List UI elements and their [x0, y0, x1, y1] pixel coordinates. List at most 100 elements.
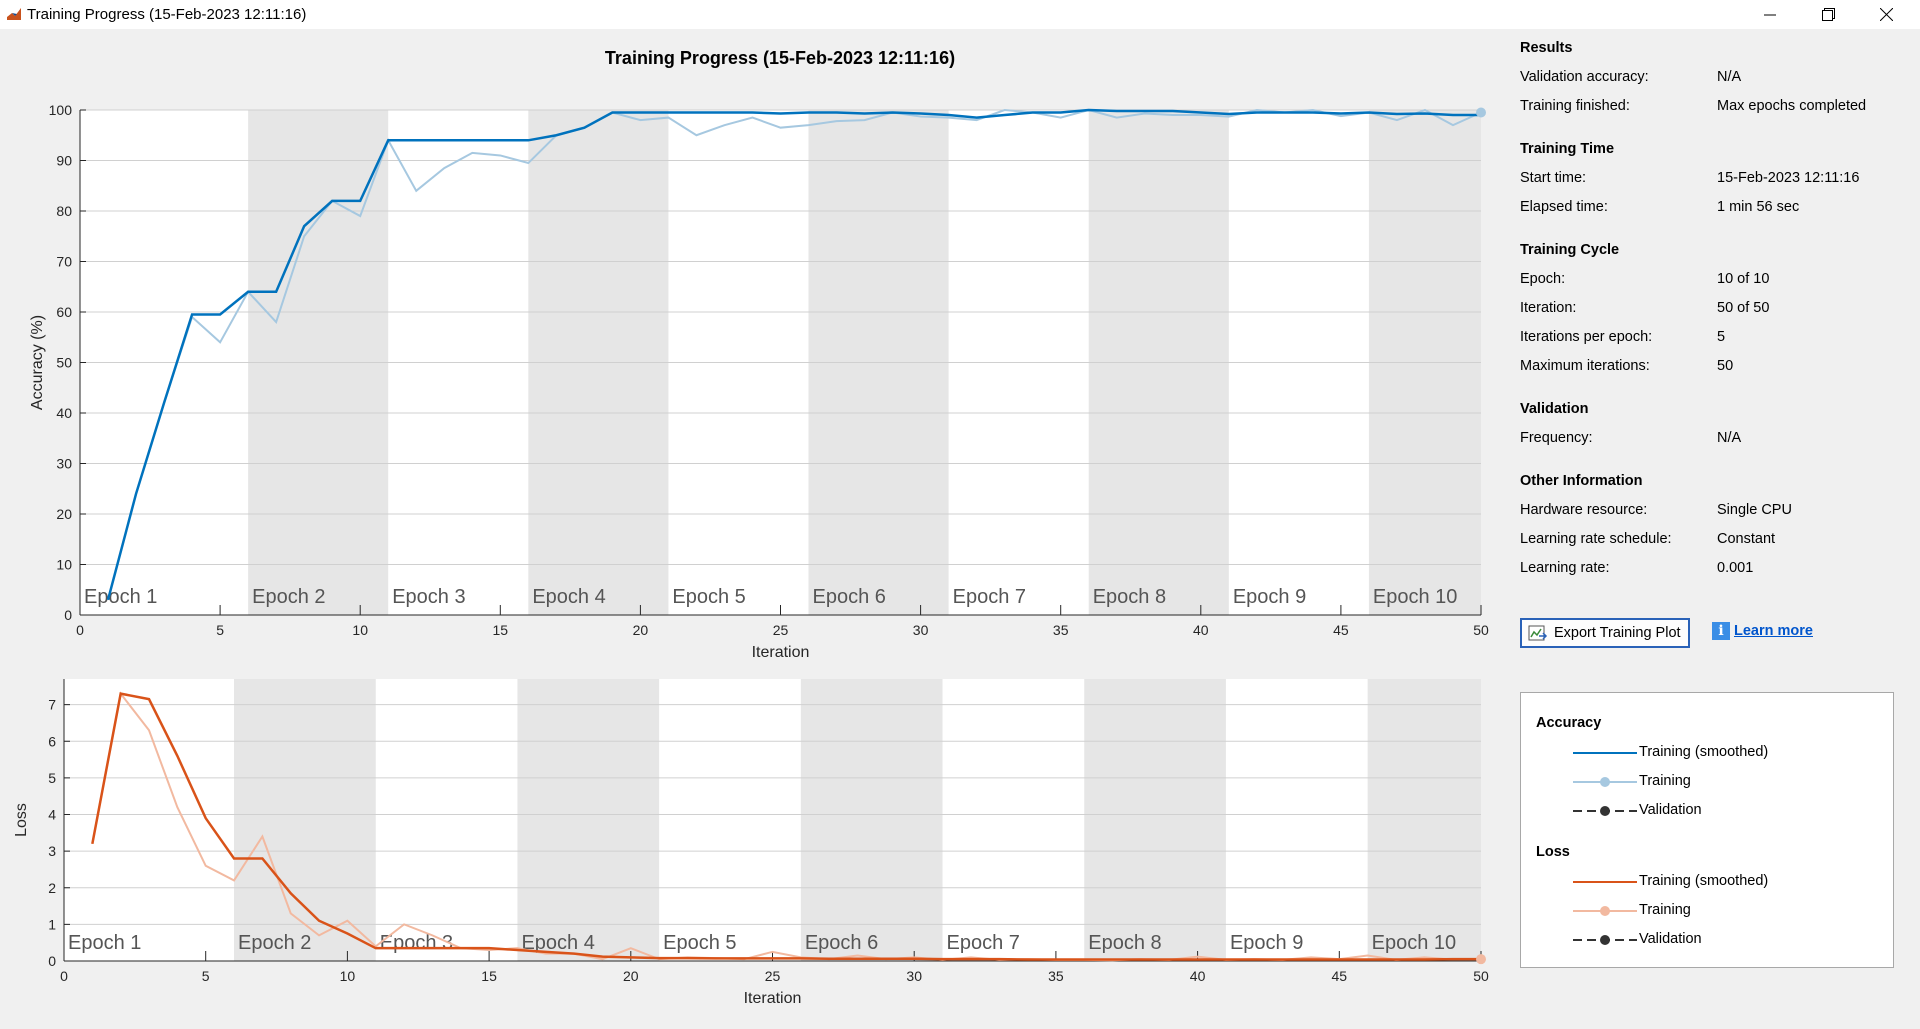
- learn-more-link[interactable]: Learn more: [1734, 623, 1813, 639]
- loss-x-tick-label: 45: [1332, 968, 1348, 984]
- frequency-value: N/A: [1717, 430, 1742, 446]
- elapsed-time-label: Elapsed time:: [1520, 199, 1608, 215]
- loss-epoch-label: Epoch 1: [68, 932, 141, 954]
- window-title: Training Progress (15-Feb-2023 12:11:16): [27, 6, 307, 23]
- accuracy-x-tick-label: 50: [1473, 622, 1489, 638]
- accuracy-training-smoothed-line: [106, 108, 1481, 601]
- accuracy-epoch-label: Epoch 8: [1093, 586, 1166, 608]
- loss-epoch-shade: [234, 679, 376, 961]
- accuracy-y-tick-label: 0: [64, 607, 72, 623]
- close-icon: [1879, 8, 1893, 21]
- plot-title: Training Progress (15-Feb-2023 12:11:16): [604, 48, 956, 68]
- minimize-button[interactable]: [1741, 0, 1799, 29]
- loss-x-tick-label: 25: [765, 968, 781, 984]
- loss-epoch-shade: [800, 679, 943, 961]
- accuracy-epoch-label: Epoch 3: [392, 586, 465, 608]
- accuracy-epoch-label: Epoch 9: [1233, 586, 1306, 608]
- accuracy-y-tick-label: 90: [56, 153, 72, 169]
- window-titlebar: Training Progress (15-Feb-2023 12:11:16): [0, 0, 1920, 29]
- accuracy-x-tick-label: 40: [1193, 622, 1209, 638]
- start-time-label: Start time:: [1520, 170, 1587, 186]
- accuracy-x-tick-label: 0: [76, 622, 84, 638]
- accuracy-y-tick-label: 60: [56, 304, 72, 320]
- results-title: Results: [1520, 40, 1573, 56]
- accuracy-x-tick-label: 25: [773, 622, 789, 638]
- loss-epoch-label: Epoch 8: [1088, 932, 1161, 954]
- minimize-icon: [1764, 14, 1776, 15]
- accuracy-x-tick-label: 20: [633, 622, 649, 638]
- epoch-value: 10 of 10: [1717, 271, 1770, 287]
- loss-chart: 0 5 10 15 20 25 30 35 40 45 5001234567IterationLos…: [13, 679, 1489, 1007]
- accuracy-epoch-label: Epoch 10: [1373, 586, 1458, 608]
- export-plot-icon: [1528, 625, 1548, 641]
- accuracy-epoch-label: Epoch 6: [813, 586, 886, 608]
- accuracy-epoch-label: Epoch 1: [84, 586, 157, 608]
- legend-loss-validation-label: Validation: [1639, 931, 1702, 947]
- maximum-iterations-value: 50: [1717, 358, 1734, 374]
- accuracy-x-tick-label: 35: [1053, 622, 1069, 638]
- accuracy-y-tick-label: 70: [56, 254, 72, 270]
- accuracy-y-tick-label: 40: [56, 405, 72, 421]
- accuracy-x-tick-label: 10: [352, 622, 368, 638]
- matlab-app-icon: [6, 6, 22, 22]
- legend-acc-training-label: Training: [1639, 773, 1691, 789]
- loss-x-tick-label: 10: [340, 968, 356, 984]
- iteration-label: Iteration:: [1520, 300, 1577, 316]
- loss-x-tick-label: 0: [60, 968, 68, 984]
- loss-x-tick-label: 15: [481, 968, 497, 984]
- export-training-plot-button[interactable]: Export Training Plot: [1520, 618, 1690, 648]
- loss-y-tick-label: 2: [48, 880, 56, 896]
- info-icon: i: [1712, 622, 1730, 640]
- accuracy-x-tick-label: 5: [216, 622, 224, 638]
- loss-epoch-label: Epoch 6: [805, 932, 878, 954]
- iteration-value: 50 of 50: [1717, 300, 1770, 316]
- validation-title: Validation: [1520, 401, 1589, 417]
- loss-y-tick-label: 7: [48, 697, 56, 713]
- learning-rate-schedule-value: Constant: [1717, 531, 1776, 547]
- maximum-iterations-label: Maximum iterations:: [1520, 358, 1650, 374]
- other-information-title: Other Information: [1520, 473, 1643, 489]
- loss-y-axis-label: Loss: [13, 803, 30, 837]
- hardware-resource-label: Hardware resource:: [1520, 502, 1648, 518]
- loss-x-tick-label: 40: [1190, 968, 1206, 984]
- hardware-resource-value: Single CPU: [1717, 502, 1792, 518]
- legend-loss-training-label: Training: [1639, 902, 1691, 918]
- loss-y-tick-label: 4: [48, 807, 56, 823]
- accuracy-y-tick-label: 10: [56, 557, 72, 573]
- restore-button[interactable]: [1799, 0, 1857, 29]
- loss-x-tick-label: 5: [202, 968, 210, 984]
- epoch-label: Epoch:: [1520, 271, 1566, 287]
- loss-epoch-shade: [1367, 679, 1481, 961]
- accuracy-x-axis-label: Iteration: [752, 644, 810, 661]
- loss-epoch-label: Epoch 2: [238, 932, 311, 954]
- accuracy-epoch-label: Epoch 5: [672, 586, 745, 608]
- accuracy-last-point-marker: [1476, 107, 1486, 118]
- accuracy-epoch-label: Epoch 4: [532, 586, 605, 608]
- legend-acc-validation-swatch: [1573, 806, 1637, 816]
- training-finished-label: Training finished:: [1520, 98, 1630, 114]
- frequency-label: Frequency:: [1520, 430, 1593, 446]
- loss-last-point-marker: [1476, 954, 1486, 965]
- learning-rate-label: Learning rate:: [1520, 560, 1610, 576]
- accuracy-chart: 0 5 10 15 20 25 30 35 40 45 50 0 10 20 30 40 50 60 70 80 90 1…: [29, 102, 1489, 661]
- accuracy-x-tick-label: 45: [1333, 622, 1349, 638]
- restore-icon: [1821, 8, 1835, 21]
- accuracy-y-tick-label: 30: [56, 456, 72, 472]
- export-button-label: Export Training Plot: [1554, 625, 1681, 641]
- loss-epoch-label: Epoch 5: [663, 932, 736, 954]
- accuracy-x-tick-label: 30: [913, 622, 929, 638]
- accuracy-y-tick-label: 20: [56, 506, 72, 522]
- iterations-per-epoch-label: Iterations per epoch:: [1520, 329, 1653, 345]
- loss-x-tick-label: 35: [1048, 968, 1064, 984]
- legend-loss-smoothed-label: Training (smoothed): [1639, 873, 1769, 889]
- accuracy-y-tick-label: 100: [49, 102, 73, 118]
- loss-epoch-label: Epoch 4: [521, 932, 594, 954]
- loss-training-smoothed-line: [91, 692, 1481, 961]
- close-button[interactable]: [1857, 0, 1915, 29]
- loss-y-tick-label: 3: [48, 843, 56, 859]
- accuracy-y-tick-label: 80: [56, 203, 72, 219]
- loss-epoch-label: Epoch 7: [947, 932, 1020, 954]
- accuracy-epoch-label: Epoch 2: [252, 586, 325, 608]
- learn-more[interactable]: i Learn more: [1712, 622, 1813, 640]
- validation-accuracy-label: Validation accuracy:: [1520, 69, 1649, 85]
